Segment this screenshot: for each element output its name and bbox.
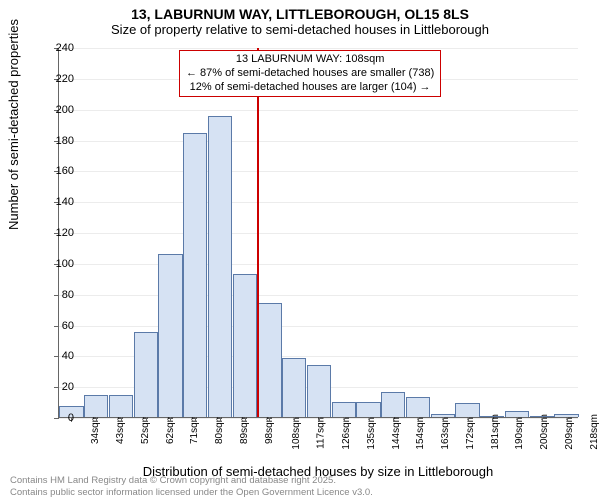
xtick-mark [319,417,320,422]
histogram-bar [356,402,380,417]
gridline [59,110,578,111]
gridline [59,141,578,142]
ytick-label: 40 [44,350,74,362]
gridline [59,326,578,327]
annotation-line: 12% of semi-detached houses are larger (… [186,81,434,95]
xtick-mark [146,417,147,422]
ytick-label: 100 [44,258,74,270]
footer-line-1: Contains HM Land Registry data © Crown c… [10,475,373,486]
ytick-label: 240 [44,42,74,54]
xtick-mark [517,417,518,422]
histogram-bar [307,365,331,417]
gridline [59,264,578,265]
xtick-label: 190sqm [514,414,525,450]
marker-line [257,48,259,417]
histogram-bar [257,303,281,417]
xtick-mark [418,417,419,422]
ytick-label: 200 [44,104,74,116]
annotation-line: 13 LABURNUM WAY: 108sqm [186,53,434,67]
histogram-bar [158,254,182,417]
xtick-label: 154sqm [415,414,426,450]
xtick-mark [269,417,270,422]
histogram-bar [233,274,257,417]
xtick-mark [567,417,568,422]
xtick-label: 200sqm [539,414,550,450]
ytick-label: 60 [44,320,74,332]
xtick-mark [121,417,122,422]
gridline [59,202,578,203]
xtick-mark [492,417,493,422]
xtick-label: 108sqm [291,414,302,450]
chart-area: 34sqm43sqm52sqm62sqm71sqm80sqm89sqm98sqm… [58,48,578,418]
page-title: 13, LABURNUM WAY, LITTLEBOROUGH, OL15 8L… [0,0,600,22]
xtick-label: 135sqm [366,414,377,450]
xtick-mark [195,417,196,422]
annotation-line: ← 87% of semi-detached houses are smalle… [186,67,434,81]
ytick-label: 220 [44,73,74,85]
histogram-bar [134,332,158,417]
xtick-mark [245,417,246,422]
footer-line-2: Contains public sector information licen… [10,487,373,498]
xtick-label: 172sqm [465,414,476,450]
xtick-mark [96,417,97,422]
ytick-label: 20 [44,381,74,393]
ytick-label: 140 [44,196,74,208]
xtick-mark [170,417,171,422]
histogram-bar [406,397,430,417]
xtick-label: 218sqm [588,414,599,450]
annotation-box: 13 LABURNUM WAY: 108sqm← 87% of semi-det… [179,50,441,97]
page-subtitle: Size of property relative to semi-detach… [0,22,600,41]
xtick-mark [344,417,345,422]
xtick-mark [542,417,543,422]
xtick-mark [393,417,394,422]
xtick-label: 126sqm [341,414,352,450]
xtick-label: 144sqm [390,414,401,450]
ytick-label: 120 [44,227,74,239]
histogram-bar [183,133,207,417]
gridline [59,48,578,49]
ytick-label: 0 [44,412,74,424]
histogram-bar [381,392,405,417]
histogram-bar [208,116,232,417]
histogram-bar [455,403,479,417]
histogram-bar [282,358,306,417]
histogram-bar [84,395,108,417]
ytick-label: 160 [44,165,74,177]
y-axis-label: Number of semi-detached properties [6,19,21,230]
xtick-mark [443,417,444,422]
gridline [59,171,578,172]
xtick-mark [220,417,221,422]
plot-region: 34sqm43sqm52sqm62sqm71sqm80sqm89sqm98sqm… [58,48,578,418]
xtick-mark [369,417,370,422]
xtick-mark [294,417,295,422]
histogram-bar [332,402,356,417]
gridline [59,295,578,296]
ytick-label: 180 [44,135,74,147]
xtick-label: 209sqm [564,414,575,450]
histogram-bar [109,395,133,417]
xtick-label: 117sqm [316,414,327,449]
footer-attribution: Contains HM Land Registry data © Crown c… [10,475,373,498]
ytick-label: 80 [44,289,74,301]
xtick-label: 163sqm [440,414,451,450]
xtick-label: 181sqm [489,414,500,450]
gridline [59,233,578,234]
xtick-mark [468,417,469,422]
